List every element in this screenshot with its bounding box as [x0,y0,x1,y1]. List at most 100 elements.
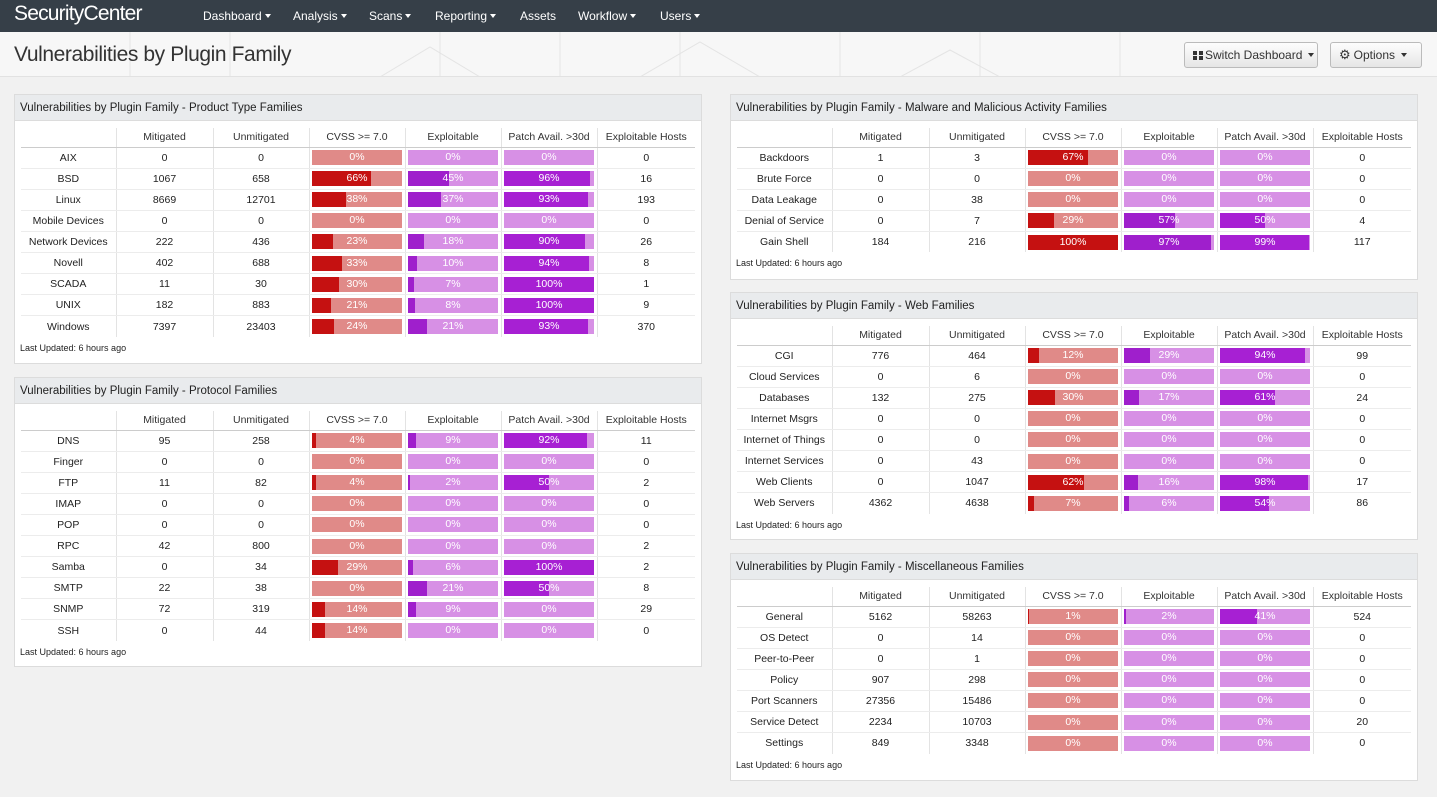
nav-analysis[interactable]: Analysis [293,9,347,23]
unmitigated-cell[interactable]: 3348 [928,732,1025,754]
cvss-bar[interactable]: 29% [312,559,402,575]
exploitable-bar[interactable]: 10% [408,255,498,271]
exploitable-bar[interactable]: 45% [408,171,498,187]
exploitable-cell[interactable]: 0% [1120,366,1217,388]
patch-bar[interactable]: 0% [504,213,594,229]
cvss-cell[interactable]: 0% [1024,366,1121,388]
mitigated-cell[interactable]: 0 [831,168,929,190]
patch-bar[interactable]: 0% [504,517,594,533]
patch-cell[interactable]: 0% [1216,732,1313,754]
mitigated-cell[interactable]: 222 [115,231,213,253]
cvss-bar[interactable]: 4% [312,433,402,449]
exploitable-bar[interactable]: 17% [1124,390,1214,406]
column-header-unmitigated[interactable]: Unmitigated [212,128,309,148]
exploitable-cell[interactable]: 29% [1120,345,1217,367]
cvss-bar[interactable]: 66% [312,171,402,187]
patch-cell[interactable]: 100% [500,556,597,579]
mitigated-cell[interactable]: 42 [115,535,213,558]
patch-bar[interactable]: 94% [1220,348,1310,364]
nav-users[interactable]: Users [660,9,701,23]
cvss-cell[interactable]: 0% [308,210,405,232]
cvss-cell[interactable]: 0% [1024,648,1121,670]
exploitable-cell[interactable]: 0% [1120,669,1217,691]
exploitable-bar[interactable]: 0% [408,150,498,166]
exploitable-bar[interactable]: 2% [408,475,498,491]
exploitable-cell[interactable]: 57% [1120,210,1217,232]
unmitigated-cell[interactable]: 44 [212,619,309,641]
cvss-bar[interactable]: 23% [312,234,402,250]
mitigated-cell[interactable]: 182 [115,294,213,317]
exploitable-bar[interactable]: 18% [408,234,498,250]
column-header-exploitable[interactable]: Exploitable [404,128,501,148]
cvss-cell[interactable]: 0% [1024,627,1121,649]
unmitigated-cell[interactable]: 658 [212,168,309,190]
cvss-cell[interactable]: 24% [308,315,405,337]
exploitable-hosts-cell[interactable]: 11 [596,430,695,452]
cvss-bar[interactable]: 0% [1028,369,1118,385]
patch-cell[interactable]: 96% [500,168,597,190]
cvss-bar[interactable]: 62% [1028,474,1118,490]
exploitable-cell[interactable]: 0% [1120,450,1217,473]
unmitigated-cell[interactable]: 436 [212,231,309,253]
exploitable-bar[interactable]: 0% [1124,192,1214,208]
cvss-bar[interactable]: 67% [1028,150,1118,166]
patch-bar[interactable]: 98% [1220,474,1310,490]
exploitable-bar[interactable]: 0% [1124,693,1214,709]
mitigated-cell[interactable]: 11 [115,273,213,296]
unmitigated-cell[interactable]: 298 [928,669,1025,691]
mitigated-cell[interactable]: 776 [831,345,929,367]
exploitable-hosts-cell[interactable]: 16 [596,168,695,190]
mitigated-cell[interactable]: 8669 [115,189,213,211]
cvss-bar[interactable]: 30% [312,276,402,292]
mitigated-cell[interactable]: 402 [115,252,213,275]
patch-bar[interactable]: 0% [504,150,594,166]
patch-bar[interactable]: 96% [504,171,594,187]
column-header-exploitable[interactable]: Exploitable [1120,326,1217,346]
patch-cell[interactable]: 0% [500,451,597,473]
cvss-bar[interactable]: 0% [312,496,402,512]
cvss-bar[interactable]: 21% [312,297,402,313]
exploitable-hosts-cell[interactable]: 370 [596,315,695,337]
exploitable-cell[interactable]: 97% [1120,231,1217,253]
column-header-mitigated[interactable]: Mitigated [831,587,929,607]
cvss-bar[interactable]: 0% [1028,432,1118,448]
cvss-cell[interactable]: 21% [308,294,405,317]
exploitable-cell[interactable]: 21% [404,577,501,600]
exploitable-hosts-cell[interactable]: 0 [596,210,695,232]
patch-bar[interactable]: 61% [1220,390,1310,406]
exploitable-hosts-cell[interactable]: 0 [1312,450,1411,473]
unmitigated-cell[interactable]: 38 [928,189,1025,211]
column-header-unmitigated[interactable]: Unmitigated [212,411,309,431]
exploitable-bar[interactable]: 8% [408,297,498,313]
patch-cell[interactable]: 93% [500,189,597,211]
exploitable-hosts-cell[interactable]: 0 [1312,690,1411,712]
patch-bar[interactable]: 0% [504,454,594,470]
exploitable-cell[interactable]: 0% [1120,429,1217,451]
cvss-bar[interactable]: 38% [312,192,402,208]
exploitable-bar[interactable]: 57% [1124,213,1214,229]
column-header-unmitigated[interactable]: Unmitigated [928,326,1025,346]
patch-bar[interactable]: 50% [1220,213,1310,229]
patch-bar[interactable]: 0% [504,623,594,639]
exploitable-cell[interactable]: 10% [404,252,501,275]
exploitable-bar[interactable]: 9% [408,601,498,617]
exploitable-hosts-cell[interactable]: 193 [596,189,695,211]
column-header-hosts[interactable]: Exploitable Hosts [1312,326,1411,346]
patch-bar[interactable]: 92% [504,433,594,449]
exploitable-cell[interactable]: 2% [1120,606,1217,628]
unmitigated-cell[interactable]: 0 [212,493,309,515]
patch-bar[interactable]: 0% [504,601,594,617]
patch-cell[interactable]: 92% [500,430,597,452]
unmitigated-cell[interactable]: 6 [928,366,1025,388]
cvss-cell[interactable]: 14% [308,619,405,641]
exploitable-cell[interactable]: 37% [404,189,501,211]
cvss-cell[interactable]: 0% [1024,669,1121,691]
cvss-cell[interactable]: 0% [1024,408,1121,430]
exploitable-hosts-cell[interactable]: 117 [1312,231,1411,253]
exploitable-bar[interactable]: 21% [408,580,498,596]
exploitable-bar[interactable]: 0% [408,623,498,639]
patch-cell[interactable]: 50% [1216,210,1313,232]
mitigated-cell[interactable]: 0 [115,147,213,169]
mitigated-cell[interactable]: 72 [115,598,213,621]
column-header-patch[interactable]: Patch Avail. >30d [1216,587,1313,607]
